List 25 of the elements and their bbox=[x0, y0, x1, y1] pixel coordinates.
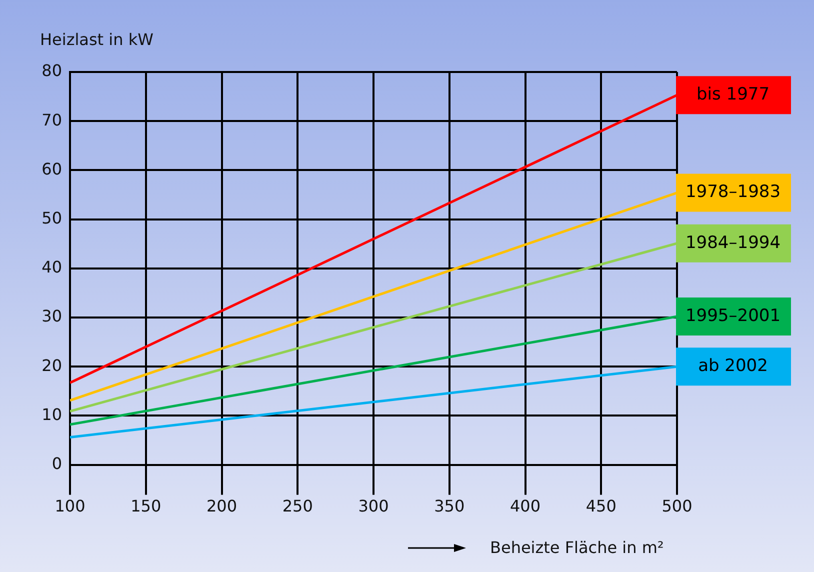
y-tick-label: 70 bbox=[42, 110, 62, 130]
series-label: 1995–2001 bbox=[685, 306, 781, 326]
y-tick-label: 80 bbox=[42, 61, 62, 80]
x-axis-title: Beheizte Fläche in m² bbox=[490, 538, 664, 557]
x-tick-label: 350 bbox=[434, 496, 465, 516]
x-tick-label: 450 bbox=[586, 496, 616, 516]
y-tick-label: 60 bbox=[42, 159, 62, 178]
series-label: 1984–1994 bbox=[685, 232, 781, 253]
x-tick-label: 250 bbox=[282, 496, 313, 516]
y-tick-label: 30 bbox=[42, 306, 62, 326]
x-tick-label: 300 bbox=[358, 496, 389, 516]
series-label: 1978–1983 bbox=[685, 182, 781, 202]
series-label: bis 1977 bbox=[696, 84, 770, 104]
y-tick-label: 50 bbox=[42, 208, 62, 228]
x-tick-label: 200 bbox=[206, 496, 238, 516]
y-tick-label: 40 bbox=[42, 258, 62, 277]
y-tick-label: 10 bbox=[42, 404, 62, 424]
y-tick-label: 0 bbox=[52, 454, 62, 473]
y-tick-label: 20 bbox=[42, 356, 62, 375]
x-tick-label: 100 bbox=[54, 496, 86, 516]
x-tick-label: 500 bbox=[662, 496, 692, 516]
y-axis-title: Heizlast in kW bbox=[40, 30, 154, 49]
x-tick-label: 400 bbox=[510, 496, 541, 516]
series-label: ab 2002 bbox=[698, 356, 768, 376]
x-tick-label: 150 bbox=[130, 496, 162, 516]
